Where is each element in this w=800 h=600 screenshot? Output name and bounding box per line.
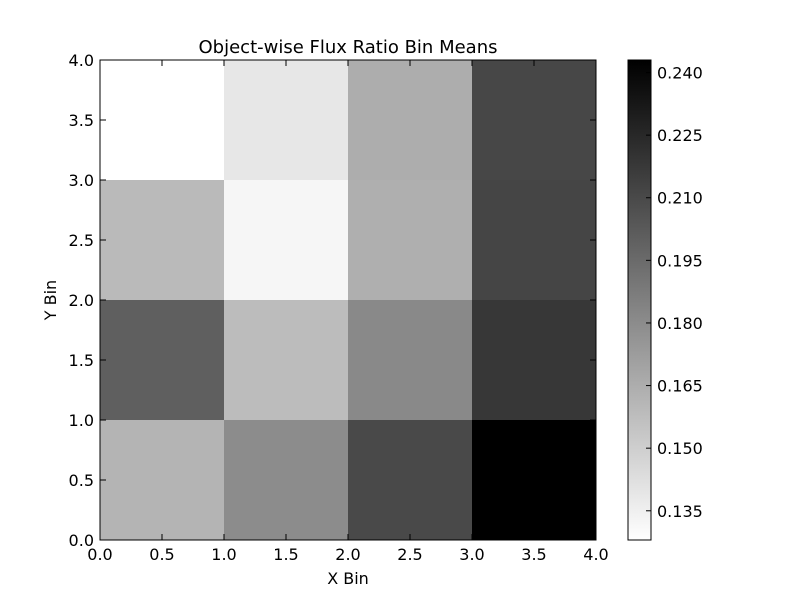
x-axis-ticks: 0.0 0.5 1.0 1.5 2.0 2.5 3.0 3.5 4.0 [87,60,609,564]
heatmap-cell-r3-c3 [472,60,596,180]
heatmap-cell-r0-c1 [224,420,348,540]
y-tick-label: 4.0 [69,51,94,70]
heatmap-cell-r2-c3 [472,180,596,300]
colorbar-tick-label: 0.225 [657,126,703,145]
colorbar [627,59,652,541]
heatmap-cell-r2-c2 [348,180,472,300]
colorbar-tick-label: 0.195 [657,251,703,270]
heatmap-cell-r2-c0 [100,180,224,300]
x-tick-label: 3.5 [521,545,546,564]
heatmap-cell-r3-c1 [224,60,348,180]
heatmap-cell-r1-c1 [224,300,348,420]
x-tick-label: 3.0 [459,545,484,564]
colorbar-tick-label: 0.240 [657,64,703,83]
y-tick-label: 0.0 [69,531,94,550]
y-axis-label: Y Bin [41,280,60,321]
y-tick-label: 1.5 [69,351,94,370]
heatmap-cell-r0-c2 [348,420,472,540]
y-tick-label: 2.5 [69,231,94,250]
colorbar-tick-label: 0.150 [657,439,703,458]
heatmap-cell-r2-c1 [224,180,348,300]
heatmap-cell-r3-c0 [100,60,224,180]
x-tick-label: 0.0 [87,545,112,564]
chart-title: Object-wise Flux Ratio Bin Means [199,37,498,58]
colorbar-tick-label: 0.135 [657,502,703,521]
y-tick-label: 1.0 [69,411,94,430]
y-axis-ticks: 0.0 0.5 1.0 1.5 2.0 2.5 3.0 3.5 4.0 [69,51,596,550]
heatmap-cell-r0-c0 [100,420,224,540]
heatmap-cell-r3-c2 [348,60,472,180]
y-tick-label: 2.0 [69,291,94,310]
colorbar-ticks: 0.135 0.150 0.165 0.180 0.195 0.210 0.225 0.240 [646,64,703,521]
x-axis-label: X Bin [327,569,369,588]
y-tick-label: 3.0 [69,171,94,190]
heatmap-cell-r1-c0 [100,300,224,420]
colorbar-tick-label: 0.210 [657,189,703,208]
heatmap-cells [100,60,596,540]
heatmap-cell-r0-c3 [472,420,596,540]
heatmap-cell-r1-c3 [472,300,596,420]
x-tick-label: 1.5 [273,545,298,564]
colorbar-tick-label: 0.180 [657,314,703,333]
y-tick-label: 3.5 [69,111,94,130]
y-tick-label: 0.5 [69,471,94,490]
x-tick-label: 1.0 [211,545,236,564]
x-tick-label: 4.0 [583,545,608,564]
x-tick-label: 2.5 [397,545,422,564]
x-tick-label: 0.5 [149,545,174,564]
x-tick-label: 2.0 [335,545,360,564]
heatmap-cell-r1-c2 [348,300,472,420]
colorbar-tick-label: 0.165 [657,377,703,396]
